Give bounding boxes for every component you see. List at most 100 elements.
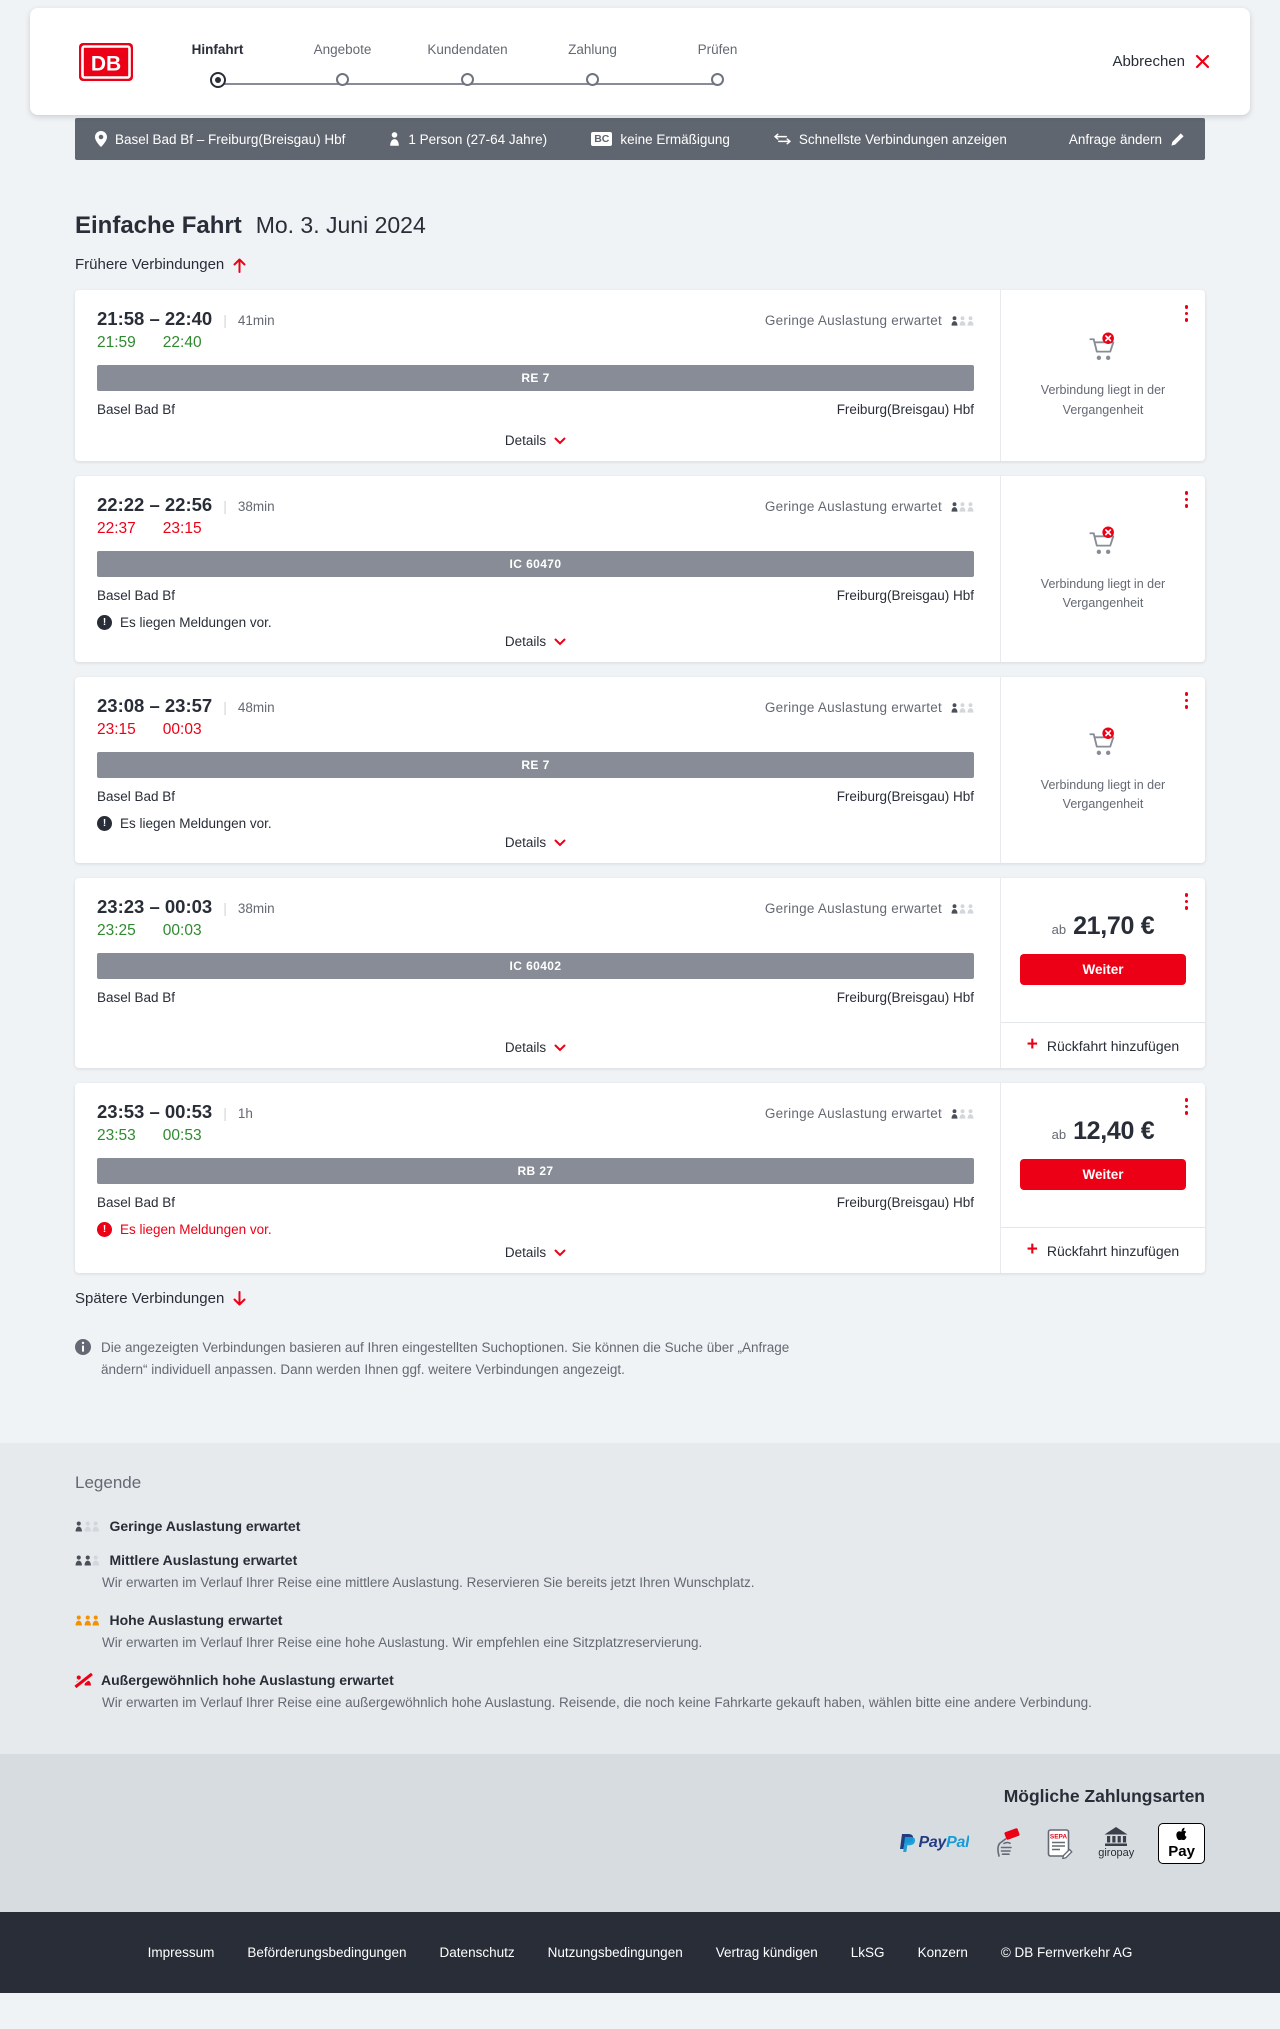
actual-departure-time: 23:25 bbox=[97, 922, 136, 939]
train-line-badge: IC 60402 bbox=[97, 953, 974, 979]
past-connection-block: Verbindung liegt in der Vergangenheit bbox=[1023, 331, 1183, 420]
connections-list: 21:58 – 22:40 | 41min Geringe Auslastung… bbox=[75, 290, 1205, 1273]
occupancy-indicator: Geringe Auslastung erwartet bbox=[765, 313, 974, 328]
weiter-button[interactable]: Weiter bbox=[1020, 1159, 1186, 1190]
price-value: 21,70 € bbox=[1073, 912, 1155, 940]
kebab-menu-button[interactable] bbox=[1182, 890, 1192, 913]
occupancy-indicator: Geringe Auslastung erwartet bbox=[765, 499, 974, 514]
page: { "header": { "logo_text": "DB", "steps"… bbox=[0, 8, 1280, 1993]
connection-card: 23:53 – 00:53 | 1h Geringe Auslastung er… bbox=[75, 1083, 1205, 1273]
footer-link[interactable]: LkSG bbox=[850, 1944, 885, 1960]
footer-link[interactable]: Vertrag kündigen bbox=[715, 1944, 818, 1960]
details-button[interactable]: Details bbox=[505, 429, 566, 448]
connection-duration: 48min bbox=[237, 700, 275, 715]
fastest-connections-toggle[interactable]: Schnellste Verbindungen anzeigen bbox=[774, 132, 1007, 147]
apple-pay-icon: Pay bbox=[1158, 1822, 1205, 1864]
footer: Impressum Beförderungsbedingungen Datensch… bbox=[0, 1911, 1280, 1993]
stepper-step[interactable]: Kundendaten bbox=[405, 42, 530, 88]
stepper-step[interactable]: Hinfahrt bbox=[155, 42, 280, 88]
connection-message: ! Es liegen Meldungen vor. bbox=[97, 615, 974, 630]
origin-station: Basel Bad Bf bbox=[97, 789, 176, 804]
weiter-button[interactable]: Weiter bbox=[1020, 954, 1186, 985]
footer-link[interactable]: Datenschutz bbox=[439, 1944, 515, 1960]
connection-duration: 38min bbox=[237, 499, 275, 514]
actual-arrival-time: 23:15 bbox=[162, 520, 202, 537]
connection-details-area: 22:22 – 22:56 | 38min Geringe Auslastung… bbox=[75, 476, 1000, 662]
kebab-menu-button[interactable] bbox=[1182, 302, 1192, 325]
kebab-menu-button[interactable] bbox=[1182, 689, 1192, 712]
legend-title: Legende bbox=[75, 1473, 142, 1493]
connection-details-area: 23:08 – 23:57 | 48min Geringe Auslastung… bbox=[75, 677, 1000, 863]
details-label: Details bbox=[504, 433, 547, 448]
footer-link[interactable]: Nutzungsbedingungen bbox=[547, 1944, 683, 1960]
kebab-menu-button[interactable] bbox=[1182, 488, 1192, 511]
connection-message: ! Es liegen Meldungen vor. bbox=[97, 1222, 974, 1237]
actual-arrival-time: 00:03 bbox=[162, 721, 202, 738]
connection-time-range: 23:23 – 00:03 bbox=[97, 896, 213, 917]
stepper-step-label: Prüfen bbox=[697, 41, 738, 57]
cancel-button[interactable]: Abbrechen bbox=[1112, 53, 1210, 70]
paypal-logo: PayPal bbox=[899, 1833, 970, 1853]
occupancy-indicator: Geringe Auslastung erwartet bbox=[765, 901, 974, 916]
occupancy-indicator: Geringe Auslastung erwartet bbox=[765, 700, 974, 715]
plus-icon: + bbox=[1026, 1239, 1038, 1260]
footer-link[interactable]: Impressum bbox=[147, 1944, 215, 1960]
details-button[interactable]: Details bbox=[505, 630, 566, 649]
footer-link[interactable]: Beförderungsbedingungen bbox=[247, 1944, 407, 1960]
chevron-down-icon bbox=[554, 1249, 566, 1256]
legend-item-label: Geringe Auslastung erwartet bbox=[109, 1518, 301, 1535]
details-button[interactable]: Details bbox=[505, 831, 566, 850]
actual-arrival-time: 00:53 bbox=[162, 1127, 202, 1144]
actual-departure-time: 23:15 bbox=[97, 721, 136, 738]
past-connection-block: Verbindung liegt in der Vergangenheit bbox=[1023, 726, 1183, 815]
connection-offer-area: ab 12,40 € Weiter + Rückfahrt hinzufügen bbox=[1000, 1083, 1205, 1273]
price-block: ab 21,70 € Weiter + Rückfahrt hinzufügen bbox=[1001, 878, 1205, 1068]
footer-link[interactable]: Konzern bbox=[917, 1944, 968, 1960]
arrow-up-icon bbox=[233, 258, 246, 273]
details-button[interactable]: Details bbox=[505, 1036, 566, 1055]
later-connections-link[interactable]: Spätere Verbindungen bbox=[75, 1290, 246, 1307]
alert-icon: ! bbox=[97, 816, 112, 831]
occupancy-icon bbox=[74, 1672, 93, 1688]
origin-station: Basel Bad Bf bbox=[97, 1195, 176, 1210]
actual-times: 23:15 00:03 bbox=[97, 721, 974, 739]
destination-station: Freiburg(Breisgau) Hbf bbox=[836, 1195, 974, 1210]
train-line-badge: RB 27 bbox=[97, 1158, 974, 1184]
actual-departure-time: 22:37 bbox=[97, 520, 136, 537]
arrow-down-icon bbox=[233, 1290, 246, 1305]
payment-title: Mögliche Zahlungsarten bbox=[1003, 1785, 1205, 1806]
stepper-step[interactable]: Angebote bbox=[280, 42, 405, 88]
destination-station: Freiburg(Breisgau) Hbf bbox=[836, 588, 974, 603]
kebab-menu-button[interactable] bbox=[1182, 1095, 1192, 1118]
connection-offer-area: Verbindung liegt in der Vergangenheit bbox=[1000, 476, 1205, 662]
discount-summary: BC keine Ermäßigung bbox=[591, 132, 730, 147]
cart-unavailable-icon bbox=[1089, 332, 1115, 361]
connection-message-text: Es liegen Meldungen vor. bbox=[120, 816, 272, 831]
bahncard-badge: BC bbox=[591, 132, 613, 146]
stepper-step-dot bbox=[461, 72, 474, 86]
alert-icon: ! bbox=[97, 615, 112, 630]
legend-item-description: Wir erwarten im Verlauf Ihrer Reise eine… bbox=[102, 1575, 755, 1591]
occupancy-label: Geringe Auslastung erwartet bbox=[764, 901, 942, 916]
train-line-badge: IC 60470 bbox=[97, 551, 974, 577]
occupancy-icon bbox=[951, 315, 974, 326]
add-return-button[interactable]: + Rückfahrt hinzufügen bbox=[1001, 1227, 1205, 1273]
legend-item-description: Wir erwarten im Verlauf Ihrer Reise eine… bbox=[102, 1635, 703, 1651]
stepper-step[interactable]: Prüfen bbox=[655, 42, 780, 88]
past-connection-text: Verbindung liegt in der Vergangenheit bbox=[1040, 576, 1166, 610]
separator: | bbox=[223, 900, 227, 916]
stepper-step[interactable]: Zahlung bbox=[530, 42, 655, 88]
search-summary-bar: Basel Bad Bf – Freiburg(Breisgau) Hbf 1 … bbox=[75, 118, 1205, 160]
stepper-step-dot bbox=[336, 72, 349, 86]
connection-time-range: 21:58 – 22:40 bbox=[97, 308, 213, 329]
edit-request-button[interactable]: Anfrage ändern bbox=[1069, 132, 1185, 147]
legend-item: Geringe Auslastung erwartet bbox=[75, 1518, 1205, 1534]
connection-duration: 38min bbox=[237, 901, 275, 916]
details-label: Details bbox=[504, 634, 547, 649]
details-button[interactable]: Details bbox=[505, 1241, 566, 1260]
chevron-down-icon bbox=[554, 1044, 566, 1051]
person-icon bbox=[390, 132, 400, 146]
earlier-connections-link[interactable]: Frühere Verbindungen bbox=[75, 256, 246, 273]
add-return-button[interactable]: + Rückfahrt hinzufügen bbox=[1001, 1022, 1205, 1068]
giropay-icon: giropay bbox=[1098, 1827, 1134, 1859]
